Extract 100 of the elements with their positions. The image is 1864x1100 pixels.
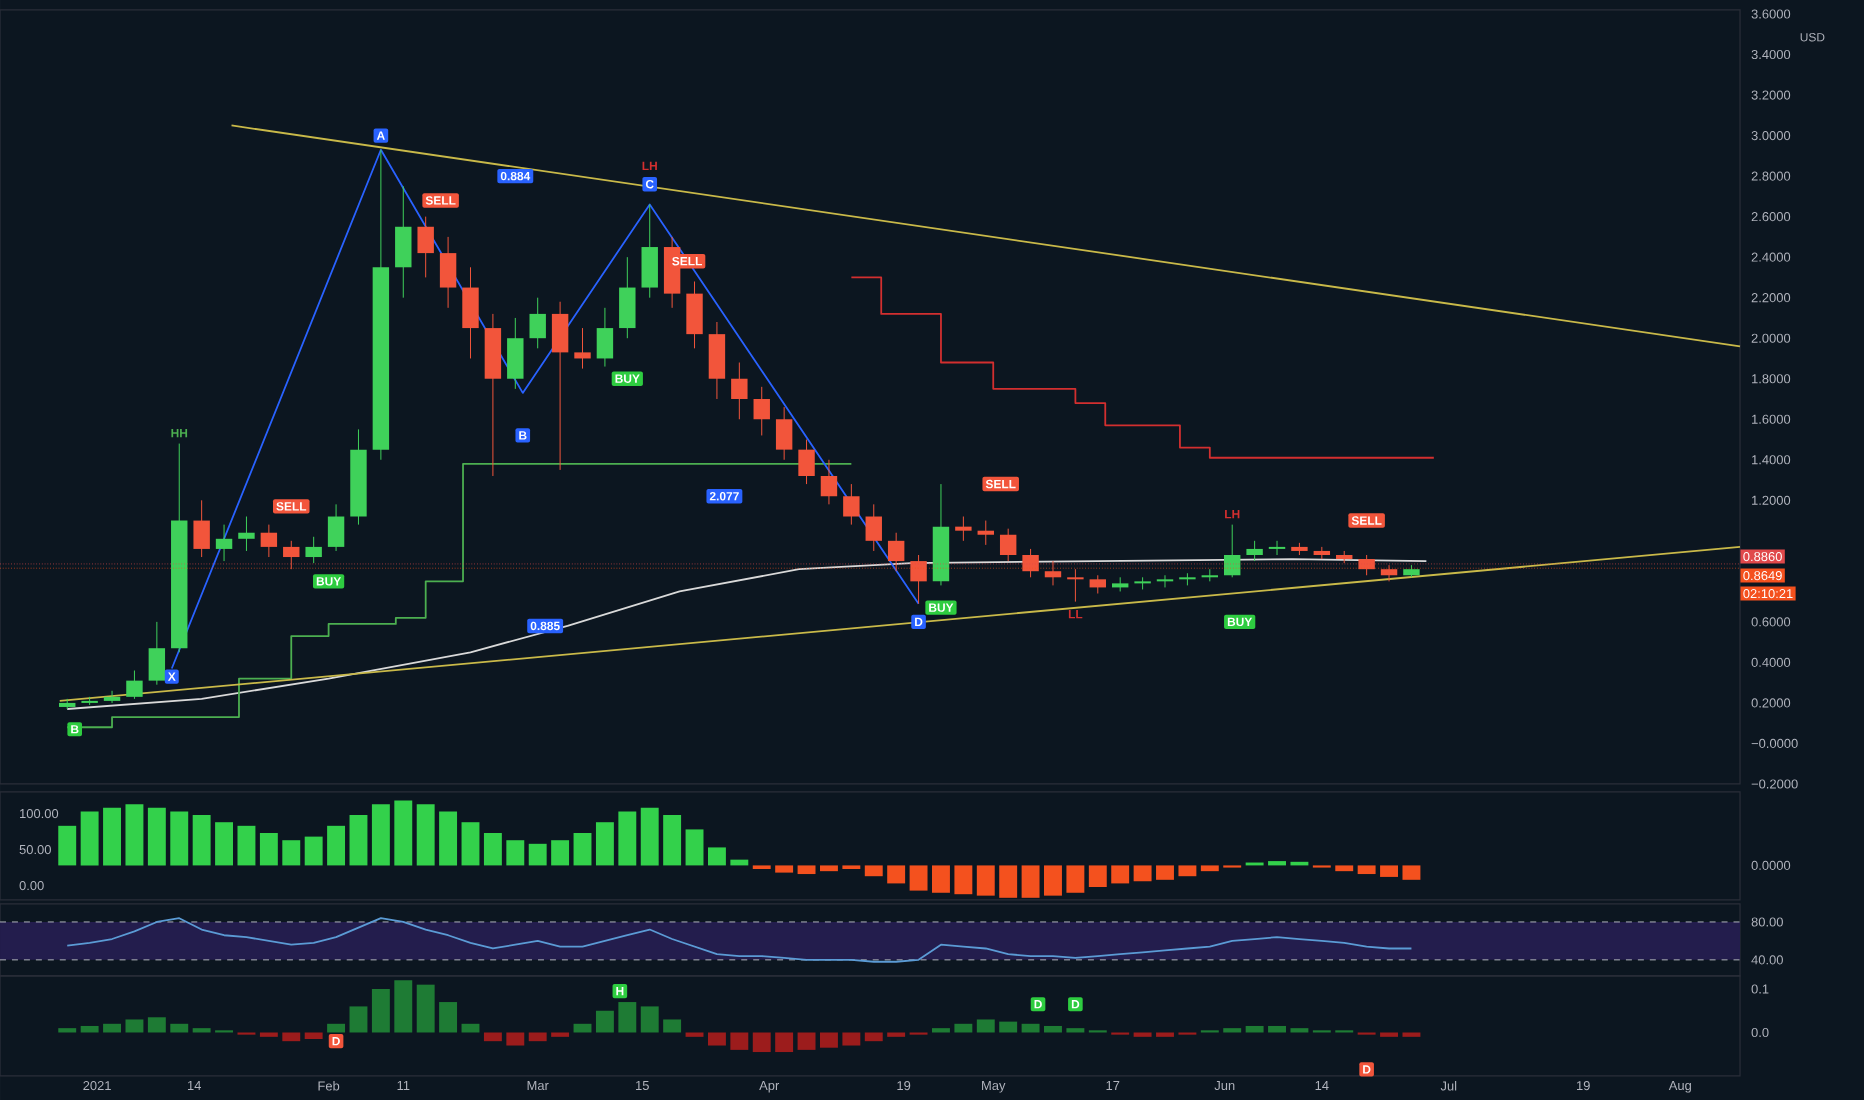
candlestick bbox=[775, 406, 793, 461]
candlestick bbox=[865, 503, 882, 552]
candlestick bbox=[977, 520, 994, 546]
bar bbox=[685, 829, 704, 866]
bar bbox=[461, 822, 480, 866]
bar bbox=[125, 804, 144, 866]
bar bbox=[864, 865, 883, 877]
candlestick bbox=[574, 327, 591, 370]
bar bbox=[528, 1032, 547, 1042]
candlestick bbox=[439, 236, 457, 309]
bar bbox=[506, 840, 525, 866]
bar bbox=[304, 1032, 323, 1040]
bar bbox=[416, 804, 435, 866]
bar bbox=[1245, 1025, 1264, 1033]
candlestick bbox=[148, 621, 166, 686]
bar bbox=[394, 980, 413, 1033]
bar bbox=[1133, 865, 1152, 882]
candlestick bbox=[999, 528, 1017, 562]
bar bbox=[170, 811, 189, 866]
bar bbox=[125, 1019, 144, 1033]
bar bbox=[595, 1010, 614, 1033]
bar bbox=[1021, 1023, 1040, 1033]
bar bbox=[439, 811, 458, 866]
bar bbox=[707, 1032, 726, 1046]
candlestick bbox=[820, 459, 838, 505]
bar bbox=[797, 1032, 816, 1050]
bar bbox=[371, 989, 390, 1033]
bar bbox=[349, 815, 368, 866]
bar bbox=[663, 815, 682, 866]
candlestick bbox=[910, 554, 927, 605]
bar bbox=[483, 833, 502, 866]
candlestick bbox=[1022, 548, 1039, 578]
candlestick bbox=[1224, 524, 1241, 578]
bar bbox=[1066, 865, 1085, 893]
candlestick bbox=[193, 499, 210, 558]
bar bbox=[640, 807, 659, 866]
bar bbox=[663, 1019, 682, 1033]
bar bbox=[976, 865, 995, 896]
candlestick bbox=[753, 386, 770, 436]
candlestick bbox=[1156, 574, 1174, 588]
candlestick bbox=[1380, 564, 1398, 582]
bar bbox=[416, 984, 435, 1033]
bar bbox=[103, 1023, 121, 1033]
candlestick bbox=[260, 524, 278, 558]
bar bbox=[752, 1032, 771, 1053]
bar bbox=[483, 1032, 502, 1042]
bar bbox=[819, 1032, 838, 1048]
candlestick bbox=[887, 532, 905, 572]
bar bbox=[976, 1019, 995, 1033]
candlestick bbox=[417, 216, 434, 278]
bar bbox=[1268, 1025, 1286, 1033]
bar bbox=[506, 1032, 525, 1046]
bar bbox=[819, 865, 838, 872]
bar bbox=[618, 811, 637, 866]
bar bbox=[595, 822, 614, 866]
line-series bbox=[66, 558, 1428, 710]
candlestick bbox=[507, 317, 524, 390]
bar bbox=[1044, 865, 1062, 896]
candlestick bbox=[238, 516, 255, 552]
bar bbox=[147, 807, 166, 866]
bar bbox=[1111, 865, 1130, 884]
bar bbox=[1178, 865, 1197, 877]
bar bbox=[730, 1032, 749, 1050]
candlestick bbox=[462, 266, 479, 359]
bar bbox=[1380, 865, 1398, 877]
bar bbox=[775, 865, 794, 873]
bar bbox=[394, 800, 413, 866]
candlestick bbox=[283, 540, 300, 570]
candlestick bbox=[327, 503, 345, 552]
candlestick bbox=[731, 362, 748, 420]
bar bbox=[103, 807, 121, 866]
bar bbox=[170, 1023, 189, 1033]
bar bbox=[304, 836, 323, 866]
bar bbox=[573, 833, 592, 866]
bar bbox=[282, 840, 301, 866]
candlestick bbox=[619, 256, 636, 339]
candlestick bbox=[798, 439, 815, 485]
candlestick bbox=[641, 203, 658, 299]
candlestick bbox=[103, 690, 121, 704]
candlestick bbox=[1358, 554, 1375, 576]
bar bbox=[797, 865, 816, 875]
bar bbox=[528, 843, 547, 866]
candlestick bbox=[395, 185, 412, 299]
bar bbox=[259, 833, 278, 866]
bar bbox=[707, 847, 726, 866]
candlestick bbox=[1067, 568, 1084, 603]
bar bbox=[1357, 865, 1376, 875]
bar bbox=[864, 1032, 883, 1042]
bar bbox=[909, 865, 928, 891]
candlestick bbox=[215, 524, 233, 562]
candlestick bbox=[1044, 560, 1062, 586]
bar bbox=[1335, 865, 1354, 872]
candlestick bbox=[1246, 540, 1263, 562]
bar bbox=[551, 840, 570, 866]
candlestick bbox=[686, 280, 703, 349]
bar bbox=[1044, 1025, 1062, 1033]
candlestick bbox=[843, 483, 860, 526]
bar bbox=[618, 1002, 637, 1033]
bar bbox=[327, 1023, 346, 1033]
bar bbox=[1156, 865, 1174, 880]
